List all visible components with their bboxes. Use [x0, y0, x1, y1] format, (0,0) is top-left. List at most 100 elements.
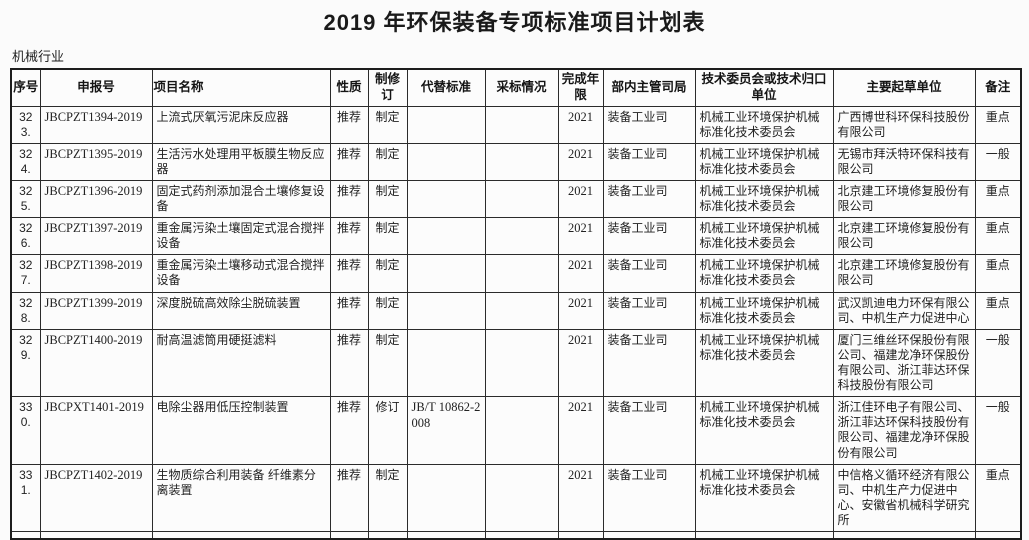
- cell-drafting-units: 北京建工环境修复股份有限公司: [832, 254, 976, 293]
- cell-remark: 重点: [974, 254, 1022, 293]
- cell-replaced-standard: [406, 531, 486, 540]
- cell-completion-year: 2021: [557, 105, 604, 144]
- cell-index: 325.: [10, 179, 41, 219]
- cell-index: 326.: [10, 217, 41, 256]
- cell-drafting-units: [832, 531, 976, 540]
- page-title: 2019 年环保装备专项标准项目计划表: [323, 10, 706, 35]
- cell-nature: 推荐: [329, 463, 369, 533]
- header-remark: 备注: [974, 68, 1022, 107]
- cell-drafting-units: 广西博世科环保科技股份有限公司: [832, 105, 976, 144]
- cell-completion-year: 2021: [557, 463, 604, 533]
- cell-completion-year: 2021: [557, 217, 604, 256]
- cell-revision-type: [367, 531, 408, 540]
- table-row: 327. JBCPZT1398-2019 重金属污染土壤移动式混合搅拌设备 推荐 制定 2…: [10, 254, 1022, 293]
- table-row: 329. JBCPZT1400-2019 耐高温滤筒用硬挺滤料 推荐 制定 2021 装备工…: [10, 328, 1022, 398]
- cell-nature: 推荐: [329, 254, 369, 293]
- cell-drafting-units: 中信格义循环经济有限公司、中机生产力促进中心、安徽省机械科学研究所: [832, 463, 976, 533]
- header-application-no: 申报号: [39, 68, 153, 107]
- cell-completion-year: 2021: [557, 254, 604, 293]
- table-row-partial: [10, 531, 1022, 540]
- cell-dept-in-charge: 装备工业司: [602, 396, 696, 465]
- cell-remark: 重点: [974, 105, 1022, 144]
- cell-project-name: 生活污水处理用平板膜生物反应器: [151, 142, 331, 181]
- cell-drafting-units: 北京建工环境修复股份有限公司: [832, 179, 976, 219]
- cell-revision-type: 制定: [367, 142, 408, 181]
- cell-dept-in-charge: 装备工业司: [602, 254, 696, 293]
- cell-application-no: JBCPZT1396-2019: [39, 179, 153, 219]
- cell-adoption-status: [484, 396, 559, 465]
- header-replaced-standard: 代替标准: [406, 68, 486, 107]
- cell-adoption-status: [484, 463, 559, 533]
- cell-adoption-status: [484, 328, 559, 398]
- cell-revision-type: 修订: [367, 396, 408, 465]
- cell-technical-committee: [694, 531, 834, 540]
- cell-project-name: 重金属污染土壤固定式混合搅拌设备: [151, 217, 331, 256]
- header-technical-committee: 技术委员会或技术归口单位: [694, 68, 834, 107]
- cell-revision-type: 制定: [367, 179, 408, 219]
- cell-technical-committee: 机械工业环境保护机械标准化技术委员会: [694, 105, 834, 144]
- cell-completion-year: [557, 531, 604, 540]
- table-row: 328. JBCPZT1399-2019 深度脱硫高效除尘脱硫装置 推荐 制定 2021 装…: [10, 291, 1022, 330]
- cell-project-name: 重金属污染土壤移动式混合搅拌设备: [151, 254, 331, 293]
- header-drafting-units: 主要起草单位: [832, 68, 976, 107]
- cell-adoption-status: [484, 105, 559, 144]
- cell-technical-committee: 机械工业环境保护机械标准化技术委员会: [694, 142, 834, 181]
- cell-replaced-standard: [406, 254, 486, 293]
- cell-index: [10, 531, 41, 540]
- cell-completion-year: 2021: [557, 179, 604, 219]
- cell-adoption-status: [484, 531, 559, 540]
- cell-dept-in-charge: 装备工业司: [602, 142, 696, 181]
- cell-replaced-standard: [406, 463, 486, 533]
- cell-technical-committee: 机械工业环境保护机械标准化技术委员会: [694, 328, 834, 398]
- cell-dept-in-charge: 装备工业司: [602, 291, 696, 330]
- standards-plan-table: 序号 申报号 项目名称 性质 制修订 代替标准 采标情况 完成年限 部内主管司局 技术委员会或技术…: [10, 68, 1022, 540]
- cell-completion-year: 2021: [557, 142, 604, 181]
- cell-nature: [329, 531, 369, 540]
- cell-adoption-status: [484, 291, 559, 330]
- cell-adoption-status: [484, 217, 559, 256]
- cell-index: 331.: [10, 463, 41, 533]
- cell-application-no: JBCPZT1397-2019: [39, 217, 153, 256]
- cell-revision-type: 制定: [367, 328, 408, 398]
- cell-project-name: 耐高温滤筒用硬挺滤料: [151, 328, 331, 398]
- table-row: 324. JBCPZT1395-2019 生活污水处理用平板膜生物反应器 推荐 制定 20…: [10, 142, 1022, 181]
- cell-technical-committee: 机械工业环境保护机械标准化技术委员会: [694, 179, 834, 219]
- cell-drafting-units: 厦门三维丝环保股份有限公司、福建龙净环保股份有限公司、浙江菲达环保科技股份有限公…: [832, 328, 976, 398]
- cell-application-no: [39, 531, 153, 540]
- cell-index: 330.: [10, 396, 41, 465]
- table-row: 326. JBCPZT1397-2019 重金属污染土壤固定式混合搅拌设备 推荐 制定 2…: [10, 217, 1022, 256]
- cell-technical-committee: 机械工业环境保护机械标准化技术委员会: [694, 396, 834, 465]
- cell-drafting-units: 北京建工环境修复股份有限公司: [832, 217, 976, 256]
- cell-drafting-units: 武汉凯迪电力环保有限公司、中机生产力促进中心: [832, 291, 976, 330]
- cell-adoption-status: [484, 254, 559, 293]
- cell-project-name: 电除尘器用低压控制装置: [151, 396, 331, 465]
- cell-nature: 推荐: [329, 142, 369, 181]
- table-header-row: 序号 申报号 项目名称 性质 制修订 代替标准 采标情况 完成年限 部内主管司局 技术委员会或技术…: [10, 68, 1022, 107]
- cell-index: 324.: [10, 142, 41, 181]
- cell-replaced-standard: [406, 328, 486, 398]
- cell-revision-type: 制定: [367, 291, 408, 330]
- header-nature: 性质: [329, 68, 369, 107]
- cell-replaced-standard: [406, 291, 486, 330]
- header-adoption-status: 采标情况: [484, 68, 559, 107]
- cell-remark: 重点: [974, 217, 1022, 256]
- cell-project-name: 上流式厌氧污泥床反应器: [151, 105, 331, 144]
- cell-nature: 推荐: [329, 179, 369, 219]
- cell-remark: 重点: [974, 179, 1022, 219]
- cell-adoption-status: [484, 142, 559, 181]
- cell-project-name: 生物质综合利用装备 纤维素分离装置: [151, 463, 331, 533]
- cell-remark: [974, 531, 1022, 540]
- cell-drafting-units: 无锡市拜沃特环保科技有限公司: [832, 142, 976, 181]
- header-project-name: 项目名称: [151, 68, 331, 107]
- cell-application-no: JBCPZT1398-2019: [39, 254, 153, 293]
- cell-dept-in-charge: 装备工业司: [602, 217, 696, 256]
- cell-project-name: [151, 531, 331, 540]
- cell-completion-year: 2021: [557, 328, 604, 398]
- cell-nature: 推荐: [329, 396, 369, 465]
- cell-remark: 一般: [974, 328, 1022, 398]
- cell-revision-type: 制定: [367, 463, 408, 533]
- cell-nature: 推荐: [329, 105, 369, 144]
- cell-nature: 推荐: [329, 217, 369, 256]
- cell-remark: 重点: [974, 291, 1022, 330]
- cell-technical-committee: 机械工业环境保护机械标准化技术委员会: [694, 463, 834, 533]
